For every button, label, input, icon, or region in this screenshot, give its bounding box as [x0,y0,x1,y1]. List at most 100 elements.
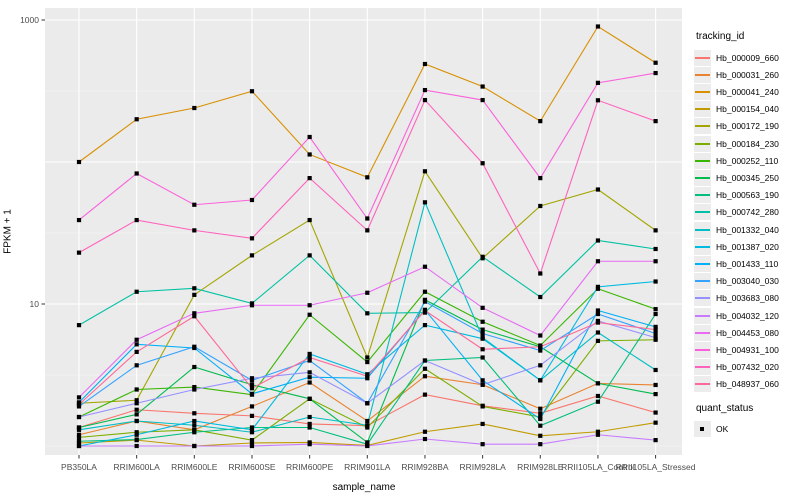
data-point [192,418,197,424]
data-point [76,395,82,400]
data-point [249,236,255,241]
data-point [480,442,485,447]
data-point [249,303,255,308]
legend-key [694,135,711,152]
legend-item-label: Hb_003683_080 [716,293,779,304]
x-tick-label: RRIM928LE [517,462,564,472]
legend-line-swatch [695,73,710,76]
legend-line-swatch [695,297,710,300]
data-point [595,259,601,264]
legend-key [694,221,711,238]
legend-key [694,307,711,324]
data-point [134,117,139,122]
data-point [653,228,658,233]
data-point [595,393,601,399]
data-point [76,439,82,444]
legend-line-swatch [695,159,710,162]
data-point [134,412,139,417]
legend-item-label: Hb_001332_040 [716,224,779,235]
data-point [192,228,197,233]
legend-item-label: Hb_000172_190 [716,121,779,132]
data-point [422,374,428,379]
legend-line-swatch [695,280,710,283]
data-point [595,308,601,313]
legend-item-Hb_004453_080: Hb_004453_080 [694,324,779,341]
data-point [653,438,658,443]
data-point [307,176,312,181]
legend-item-label: Hb_000345_250 [716,172,779,183]
panel-background [45,8,682,455]
data-point [134,217,139,223]
data-point [653,60,658,65]
legend-line-swatch [695,108,710,111]
data-point [653,410,658,415]
data-point [480,331,485,336]
data-point [422,61,428,67]
data-point [307,134,312,140]
data-point [595,311,601,317]
data-point [249,427,255,432]
legend-item-label: Hb_048937_060 [716,379,779,390]
data-point [192,443,197,449]
data-point [192,202,197,207]
data-point [249,89,255,94]
data-point [480,327,485,332]
y-tick-label: 1000 [20,15,39,25]
data-point [365,311,370,316]
legend-item-Hb_000252_110: Hb_000252_110 [694,152,778,169]
legend-item-Hb_001387_020: Hb_001387_020 [694,238,779,255]
y-tick-label: 10 [30,299,40,309]
data-point [480,161,485,166]
legend-line-swatch [695,228,710,231]
legend-line-swatch [695,366,710,369]
data-point [538,333,543,338]
data-point [307,351,312,357]
data-point [595,238,601,243]
data-point [307,414,312,420]
legend-line-swatch [695,383,710,386]
data-point [538,294,543,300]
legend-item-label: Hb_003040_030 [716,276,779,287]
data-point [653,70,658,76]
legend-line-swatch [695,56,710,59]
legend-item-Hb_007432_020: Hb_007432_020 [694,359,779,376]
data-point [76,400,82,405]
legend-key [694,187,711,204]
data-point [249,376,255,381]
data-point [365,228,370,233]
legend-key [694,341,711,358]
data-point [76,159,82,165]
legend-item-label: Hb_000009_660 [716,52,779,63]
data-point [307,370,312,375]
x-tick-label: RRIM600PE [286,462,334,472]
data-point [422,289,428,294]
legend-line-swatch [695,125,710,128]
data-point [595,330,601,335]
data-point [538,416,543,422]
data-point [653,307,658,312]
data-point [134,398,139,403]
legend-item-Hb_004032_120: Hb_004032_120 [694,307,779,324]
data-point [538,344,543,349]
legend-item-label: Hb_000563_190 [716,190,779,201]
legend-item-Hb_000742_280: Hb_000742_280 [694,204,779,221]
data-point [134,349,139,354]
data-point [422,87,428,93]
data-point [595,381,601,386]
data-point [76,217,82,223]
legend-key [694,101,711,118]
data-point [538,176,543,181]
legend-item-Hb_004931_100: Hb_004931_100 [694,341,779,358]
legend-item-Hb_000154_040: Hb_000154_040 [694,101,779,118]
data-point [365,359,370,365]
legend-item-label: Hb_004453_080 [716,327,779,338]
data-point [595,80,601,85]
data-point [538,363,543,368]
data-point [134,437,139,442]
legend-item-label: Hb_004931_100 [716,344,779,355]
legend-item-Hb_000184_230: Hb_000184_230 [694,135,779,152]
data-point [134,342,139,347]
data-point [76,432,82,437]
y-axis-title: FPKM + 1 [2,209,14,254]
data-point [307,442,312,447]
